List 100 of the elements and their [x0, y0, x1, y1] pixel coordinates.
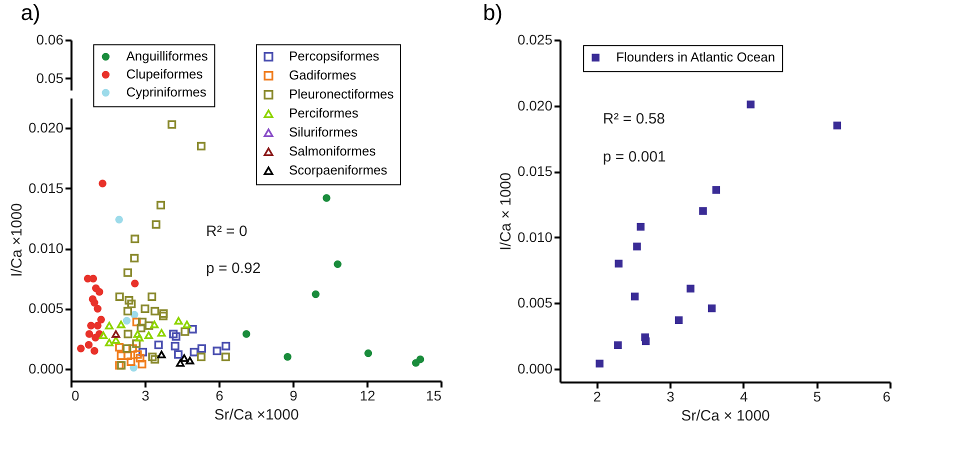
point [172, 332, 180, 341]
point [132, 339, 141, 348]
point [157, 329, 166, 337]
point [222, 342, 230, 350]
point [138, 318, 147, 326]
point [104, 322, 114, 330]
point [212, 346, 222, 356]
point [150, 320, 159, 328]
chart-title: a) [20, 0, 40, 25]
point [833, 122, 842, 130]
point [138, 360, 146, 368]
legend-label: Siluriformes [289, 124, 358, 140]
x-tick-label: 2 [593, 388, 602, 404]
y-tick-label: 0.015 [517, 163, 553, 180]
x-tick-label: 4 [740, 388, 748, 404]
point [221, 352, 230, 362]
point [150, 355, 160, 364]
legend-label: Clupeiformes [126, 66, 204, 82]
point [642, 337, 650, 346]
point [115, 343, 124, 352]
point [136, 354, 144, 362]
point [190, 348, 198, 356]
point [76, 344, 85, 352]
annotation: R² = 0 [206, 223, 248, 240]
point [159, 309, 168, 318]
point [154, 340, 163, 350]
point [116, 351, 126, 360]
y-tick-label: 0.010 [28, 240, 64, 256]
point [131, 280, 139, 288]
point [614, 341, 622, 350]
x-tick-label: 5 [813, 388, 822, 404]
point [699, 207, 707, 215]
point [90, 298, 98, 307]
point [242, 330, 250, 338]
point [123, 306, 132, 316]
point [94, 304, 102, 313]
point [89, 274, 98, 283]
y-tick-label: 0.010 [517, 228, 553, 245]
point [176, 359, 185, 367]
x-axis-title: Sr/Ca ×1000 [214, 406, 299, 424]
annotation: p = 0.92 [206, 260, 261, 277]
y-tick-label: 0.015 [28, 180, 64, 196]
point [92, 334, 100, 342]
point [182, 320, 192, 328]
point [124, 296, 134, 305]
point [636, 222, 645, 231]
legend-label: Pleuronectiformes [289, 86, 394, 102]
point [122, 344, 132, 353]
point [128, 344, 137, 353]
point [133, 350, 142, 359]
point [712, 186, 720, 194]
point [98, 180, 106, 188]
point [334, 260, 342, 268]
point [150, 306, 160, 316]
point [85, 330, 94, 338]
x-axis-title: Sr/Ca × 1000 [681, 408, 770, 424]
y-tick-label: 0.020 [517, 97, 553, 114]
point [130, 254, 139, 262]
point [122, 316, 131, 325]
point [133, 330, 142, 338]
point [144, 331, 153, 340]
point [196, 352, 206, 362]
legend-label: Percopsiformes [289, 48, 380, 64]
point [630, 292, 639, 300]
point [104, 338, 114, 346]
point [87, 322, 95, 330]
point [144, 321, 154, 330]
point [197, 344, 206, 353]
y-tick-label: 0.020 [28, 120, 64, 136]
x-tick-label: 3 [666, 388, 675, 404]
point [132, 318, 141, 326]
point [746, 100, 755, 108]
point [674, 316, 683, 324]
y-tick-label: 0.005 [28, 300, 64, 316]
point [284, 353, 292, 361]
y-tick-label: 0.025 [517, 32, 553, 48]
chart-title: b) [482, 0, 503, 25]
point [596, 360, 604, 368]
point [99, 331, 108, 340]
x-tick-label: 6 [216, 388, 224, 404]
x-tick-label: 3 [142, 388, 150, 404]
point [157, 350, 166, 358]
legend-label: Salmoniformes [289, 144, 376, 159]
point [152, 220, 160, 229]
y-tick-label: 0.005 [517, 294, 553, 311]
annotation: p = 0.001 [602, 148, 666, 166]
y-axis-title: I/Ca × 1000 [497, 172, 514, 250]
point [90, 347, 98, 355]
x-tick-label: 9 [290, 388, 298, 404]
point [180, 354, 188, 362]
point [174, 316, 183, 325]
point [135, 334, 144, 342]
point [614, 260, 623, 268]
point [95, 288, 104, 296]
x-tick-label: 0 [72, 388, 80, 404]
point [136, 324, 146, 332]
point [633, 242, 641, 250]
x-tick-label: 12 [360, 388, 376, 404]
point [708, 304, 716, 312]
legend-label: Gadiformes [289, 68, 357, 83]
